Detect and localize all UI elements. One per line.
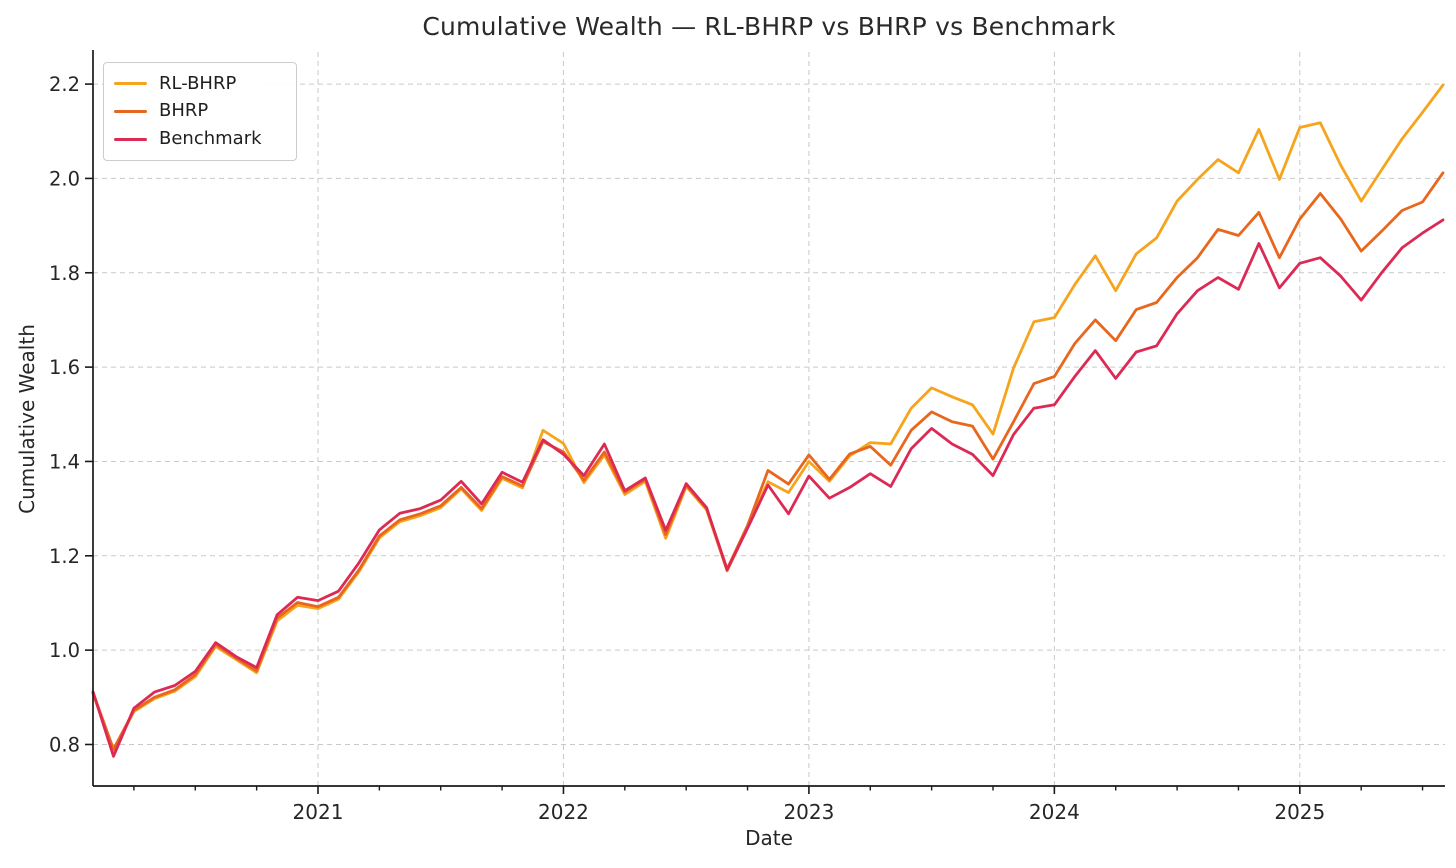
y-tick-label: 2.0 [49, 167, 80, 190]
series-line-bhrp [91, 171, 1445, 751]
y-tick-label: 1.8 [49, 262, 80, 285]
y-tick-label: 2.2 [49, 73, 80, 96]
series-line-rl-bhrp [91, 83, 1445, 753]
legend-item-rl-bhrp: RL-BHRP [114, 72, 286, 94]
x-tick-label: 2021 [293, 800, 344, 824]
x-tick-label: 2024 [1029, 800, 1080, 824]
y-tick-label: 1.6 [49, 356, 80, 379]
legend-item-bhrp: BHRP [114, 102, 286, 120]
y-tick-label: 1.2 [49, 545, 80, 568]
legend-label: Benchmark [159, 128, 262, 150]
legend: RL-BHRP BHRP Benchmark [103, 62, 297, 161]
x-tick-label: 2023 [783, 800, 834, 824]
series-line-benchmark [91, 218, 1445, 758]
y-tick-label: 1.4 [49, 450, 80, 473]
y-tick-label: 1.0 [49, 639, 80, 662]
x-tick-label: 2022 [538, 800, 589, 824]
legend-item-benchmark: Benchmark [114, 130, 286, 148]
chart-title: Cumulative Wealth — RL-BHRP vs BHRP vs B… [422, 12, 1116, 41]
x-tick-label: 2025 [1274, 800, 1325, 824]
y-axis-label: Cumulative Wealth [15, 324, 39, 514]
legend-label: BHRP [159, 100, 209, 122]
legend-line-swatch [114, 137, 147, 141]
legend-line-swatch [114, 109, 147, 114]
legend-line-swatch [114, 82, 147, 86]
x-axis-label: Date [745, 826, 793, 850]
y-tick-label: 0.8 [49, 733, 80, 756]
legend-label: RL-BHRP [159, 72, 237, 94]
